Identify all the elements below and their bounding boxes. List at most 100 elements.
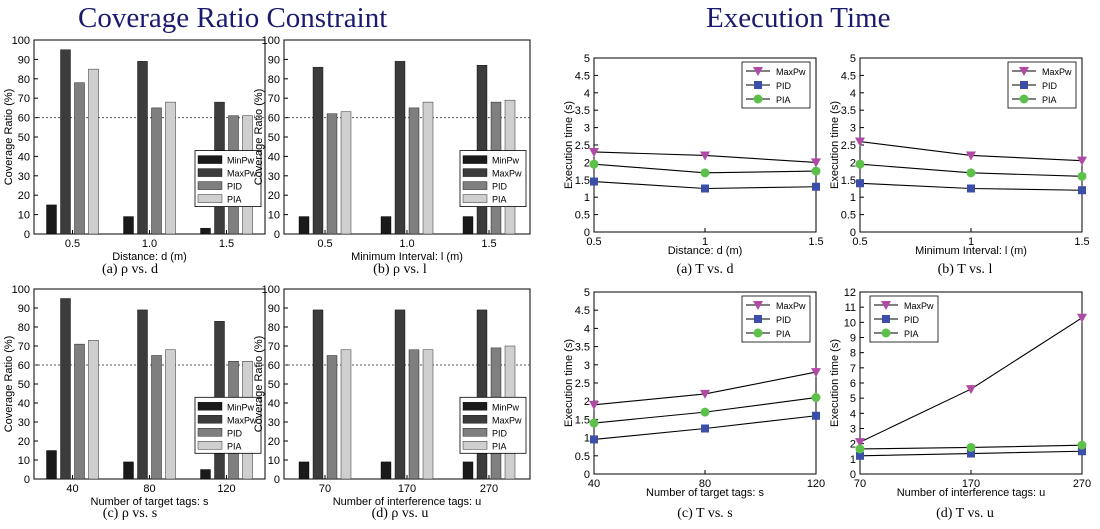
y-tick-label: 0 (274, 474, 280, 486)
legend-marker-pid (754, 315, 762, 323)
y-tick-label: 10 (268, 210, 280, 222)
y-tick-label: 3.5 (841, 105, 856, 117)
bar-pia (88, 68, 99, 235)
legend-label-pid: PID (1042, 81, 1058, 91)
point-pia (966, 168, 976, 178)
y-tick-label: 40 (268, 398, 280, 410)
y-tick-label: 0 (24, 229, 30, 241)
y-tick-label: 90 (18, 303, 30, 315)
point-pia (700, 168, 710, 178)
x-tick-label: 1.0 (142, 238, 157, 250)
bar-pid (326, 355, 338, 480)
y-tick-label: 50 (18, 132, 30, 144)
x-tick-label: 1.0 (399, 238, 414, 250)
execution-section-title: Execution Time (706, 2, 891, 34)
y-tick-label: 1 (584, 192, 590, 204)
bar-minpw (298, 461, 310, 480)
legend-label-pia: PIA (1042, 95, 1057, 105)
bar-pia (165, 349, 176, 480)
y-tick-label: 2 (850, 157, 856, 169)
y-tick-label: 1.5 (575, 175, 590, 187)
legend-label-maxpw: MaxPw (776, 301, 806, 311)
legend-label-pid: PID (776, 315, 792, 325)
y-tick-label: 0 (850, 227, 856, 239)
legend-swatch-minpw (197, 402, 223, 411)
point-pid (856, 179, 864, 188)
bar-minpw (380, 216, 392, 235)
legend-label-maxpw: MaxPw (492, 169, 522, 179)
chart-panel-coverage-l: 0 10 20 30 40 50 60 70 80 90 100 0.5 1.0 1.5 Minimum I… (250, 34, 540, 266)
y-tick-label: 50 (18, 379, 30, 391)
point-pia (1077, 171, 1087, 181)
x-axis-label: Number of target tags: s (91, 496, 209, 508)
legend-marker-maxpw (753, 67, 763, 76)
bar-minpw (462, 216, 474, 235)
y-tick-label: 4 (850, 408, 856, 420)
y-tick-label: 20 (268, 436, 280, 448)
x-axis-label: Number of interference tags: u (333, 496, 482, 508)
point-pia (966, 442, 976, 452)
point-pia (855, 159, 865, 169)
point-pid (701, 424, 709, 433)
bar-minpw (298, 216, 310, 235)
point-maxpw (811, 158, 821, 168)
y-tick-label: 20 (18, 436, 30, 448)
legend-label-minpw: MinPw (227, 156, 255, 166)
legend-label-minpw: MinPw (227, 402, 255, 412)
y-tick-label: 100 (12, 35, 30, 47)
point-maxpw (700, 389, 710, 399)
point-pid (701, 184, 709, 193)
point-pid (590, 435, 598, 444)
y-tick-label: 50 (268, 132, 280, 144)
y-tick-label: 3 (850, 424, 856, 436)
bar-pia (165, 101, 176, 235)
y-tick-label: 70 (268, 93, 280, 105)
x-tick-label: 70 (319, 483, 331, 495)
x-tick-label: 170 (962, 478, 980, 490)
x-tick-label: 0.5 (852, 236, 867, 248)
y-tick-label: 80 (268, 74, 280, 86)
y-tick-label: 3.5 (575, 342, 590, 354)
y-tick-label: 7 (850, 363, 856, 375)
legend-label-pia: PIA (492, 441, 507, 451)
y-tick-label: 4.5 (575, 70, 590, 82)
bar-minpw (462, 461, 474, 480)
legend-swatch-minpw (197, 155, 223, 164)
y-tick-label: 90 (18, 54, 30, 66)
y-tick-label: 11 (845, 302, 856, 314)
y-tick-label: 0.5 (841, 210, 856, 222)
chart-svg: 0 10 20 30 40 50 60 70 80 90 100 40 80 120 Number of t… (3, 284, 266, 508)
bar-pid (326, 113, 338, 235)
legend-label-maxpw: MaxPw (904, 301, 934, 311)
y-tick-label: 3 (850, 123, 856, 135)
legend-label-maxpw: MaxPw (1042, 67, 1072, 77)
y-tick-label: 1.5 (575, 414, 590, 426)
legend-marker-maxpw (881, 301, 891, 310)
point-pid (856, 451, 864, 460)
point-maxpw (966, 385, 976, 395)
legend-label-minpw: MinPw (492, 402, 520, 412)
x-tick-label: 70 (854, 478, 866, 490)
y-tick-label: 90 (268, 303, 280, 315)
point-pid (590, 177, 598, 186)
y-tick-label: 10 (844, 317, 856, 329)
y-tick-label: 2.5 (841, 140, 856, 152)
chart-panel-coverage-s: 0 10 20 30 40 50 60 70 80 90 100 40 80 120 Number of t… (0, 283, 275, 511)
bar-minpw (46, 450, 57, 480)
x-tick-label: 80 (143, 483, 155, 495)
legend-label-maxpw: MaxPw (776, 67, 806, 77)
x-tick-label: 0.5 (65, 238, 80, 250)
y-tick-label: 20 (268, 190, 280, 202)
y-tick-label: 5 (850, 53, 856, 65)
legend-label-maxpw: MaxPw (492, 415, 522, 425)
legend-swatch-maxpw (462, 415, 488, 424)
legend-label-pid: PID (492, 182, 508, 192)
legend-label-pid: PID (227, 428, 243, 438)
y-tick-label: 100 (262, 35, 280, 47)
y-tick-label: 70 (18, 93, 30, 105)
y-tick-label: 90 (268, 54, 280, 66)
point-maxpw (589, 400, 599, 410)
